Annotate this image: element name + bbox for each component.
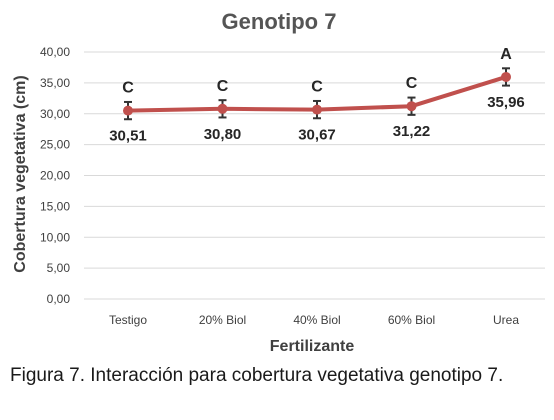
significance-letter: C — [217, 78, 229, 95]
x-tick-label: Urea — [493, 313, 519, 327]
y-tick-labels: 0,00 5,00 10,00 15,00 20,00 25,00 30,00 35,00 40… — [40, 45, 70, 306]
data-points — [123, 71, 511, 116]
y-tick-label: 35,00 — [40, 76, 70, 90]
x-tick-label: 40% Biol — [293, 313, 340, 327]
significance-letter: A — [500, 46, 512, 63]
figure-caption: Figura 7. Interacción para cobertura veg… — [10, 365, 504, 386]
x-tick-label: Testigo — [109, 313, 147, 327]
data-value-label: 30,67 — [298, 127, 336, 144]
y-tick-label: 30,00 — [40, 107, 70, 121]
y-tick-label: 25,00 — [40, 138, 70, 152]
data-value-label: 35,96 — [487, 94, 525, 111]
data-value-label: 30,51 — [109, 128, 147, 145]
significance-letter: C — [311, 79, 323, 96]
x-axis-title: Fertilizante — [270, 338, 355, 355]
data-point — [217, 103, 228, 114]
data-value-labels: 30,51 30,80 30,67 31,22 35,96 — [109, 94, 525, 145]
y-tick-label: 40,00 — [40, 45, 70, 59]
data-point — [406, 101, 417, 112]
y-tick-label: 20,00 — [40, 169, 70, 183]
chart-title: Genotipo 7 — [222, 9, 337, 34]
data-point — [501, 71, 511, 82]
y-tick-label: 15,00 — [40, 199, 70, 213]
y-tick-label: 0,00 — [47, 292, 71, 306]
x-tick-label: 20% Biol — [199, 313, 246, 327]
y-axis-title: Cobertura vegetativa (cm) — [12, 75, 29, 272]
y-tick-label: 10,00 — [40, 230, 70, 244]
data-value-label: 30,80 — [204, 126, 242, 143]
y-tick-label: 5,00 — [47, 261, 71, 275]
significance-letter: C — [406, 75, 418, 92]
data-value-label: 31,22 — [393, 123, 431, 140]
data-point — [312, 104, 322, 115]
chart: Genotipo 7 0,00 5,00 10,00 15,00 20,00 25,00 3… — [12, 9, 545, 355]
significance-letter: C — [122, 80, 134, 97]
data-point — [123, 105, 133, 116]
significance-letters: C C C C A — [122, 46, 512, 97]
y-gridlines — [84, 51, 545, 300]
x-tick-labels: Testigo 20% Biol 40% Biol 60% Biol Urea — [109, 313, 519, 327]
x-tick-label: 60% Biol — [388, 313, 435, 327]
